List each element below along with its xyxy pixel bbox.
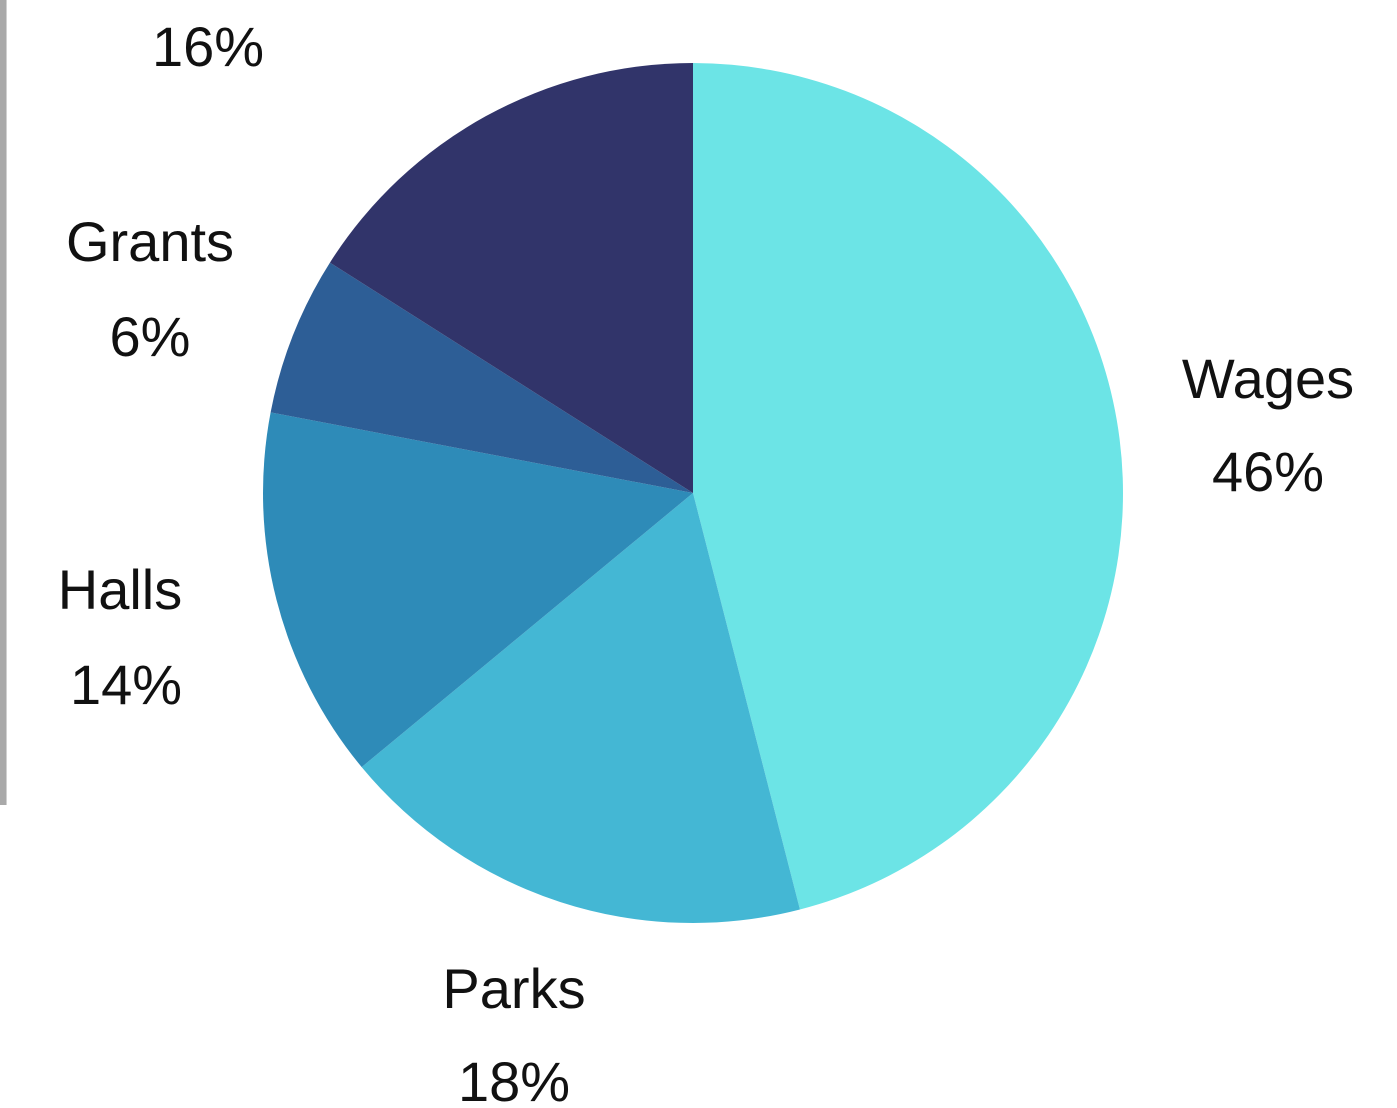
pie-slices: [263, 62, 1124, 923]
left-border-rule: [0, 0, 7, 805]
pie-slice-halls: [263, 412, 693, 768]
pie-slice-grants: [270, 262, 693, 493]
slice-name-label-halls: Halls: [58, 558, 182, 621]
pie-slice-unnamed: [329, 62, 693, 493]
slice-value-label-grants: 6%: [110, 305, 191, 368]
slice-name-label-parks: Parks: [442, 957, 585, 1020]
pie-slice-wages: [693, 63, 1124, 910]
slice-name-label-grants: Grants: [66, 210, 234, 273]
pie-slice-parks: [361, 493, 800, 923]
slice-name-label-wages: Wages: [1182, 347, 1354, 410]
slice-value-label-parks: 18%: [458, 1050, 570, 1108]
slice-value-label-halls: 14%: [70, 653, 182, 716]
slice-value-label-unnamed: 16%: [152, 15, 264, 78]
slice-value-label-wages: 46%: [1212, 440, 1324, 503]
